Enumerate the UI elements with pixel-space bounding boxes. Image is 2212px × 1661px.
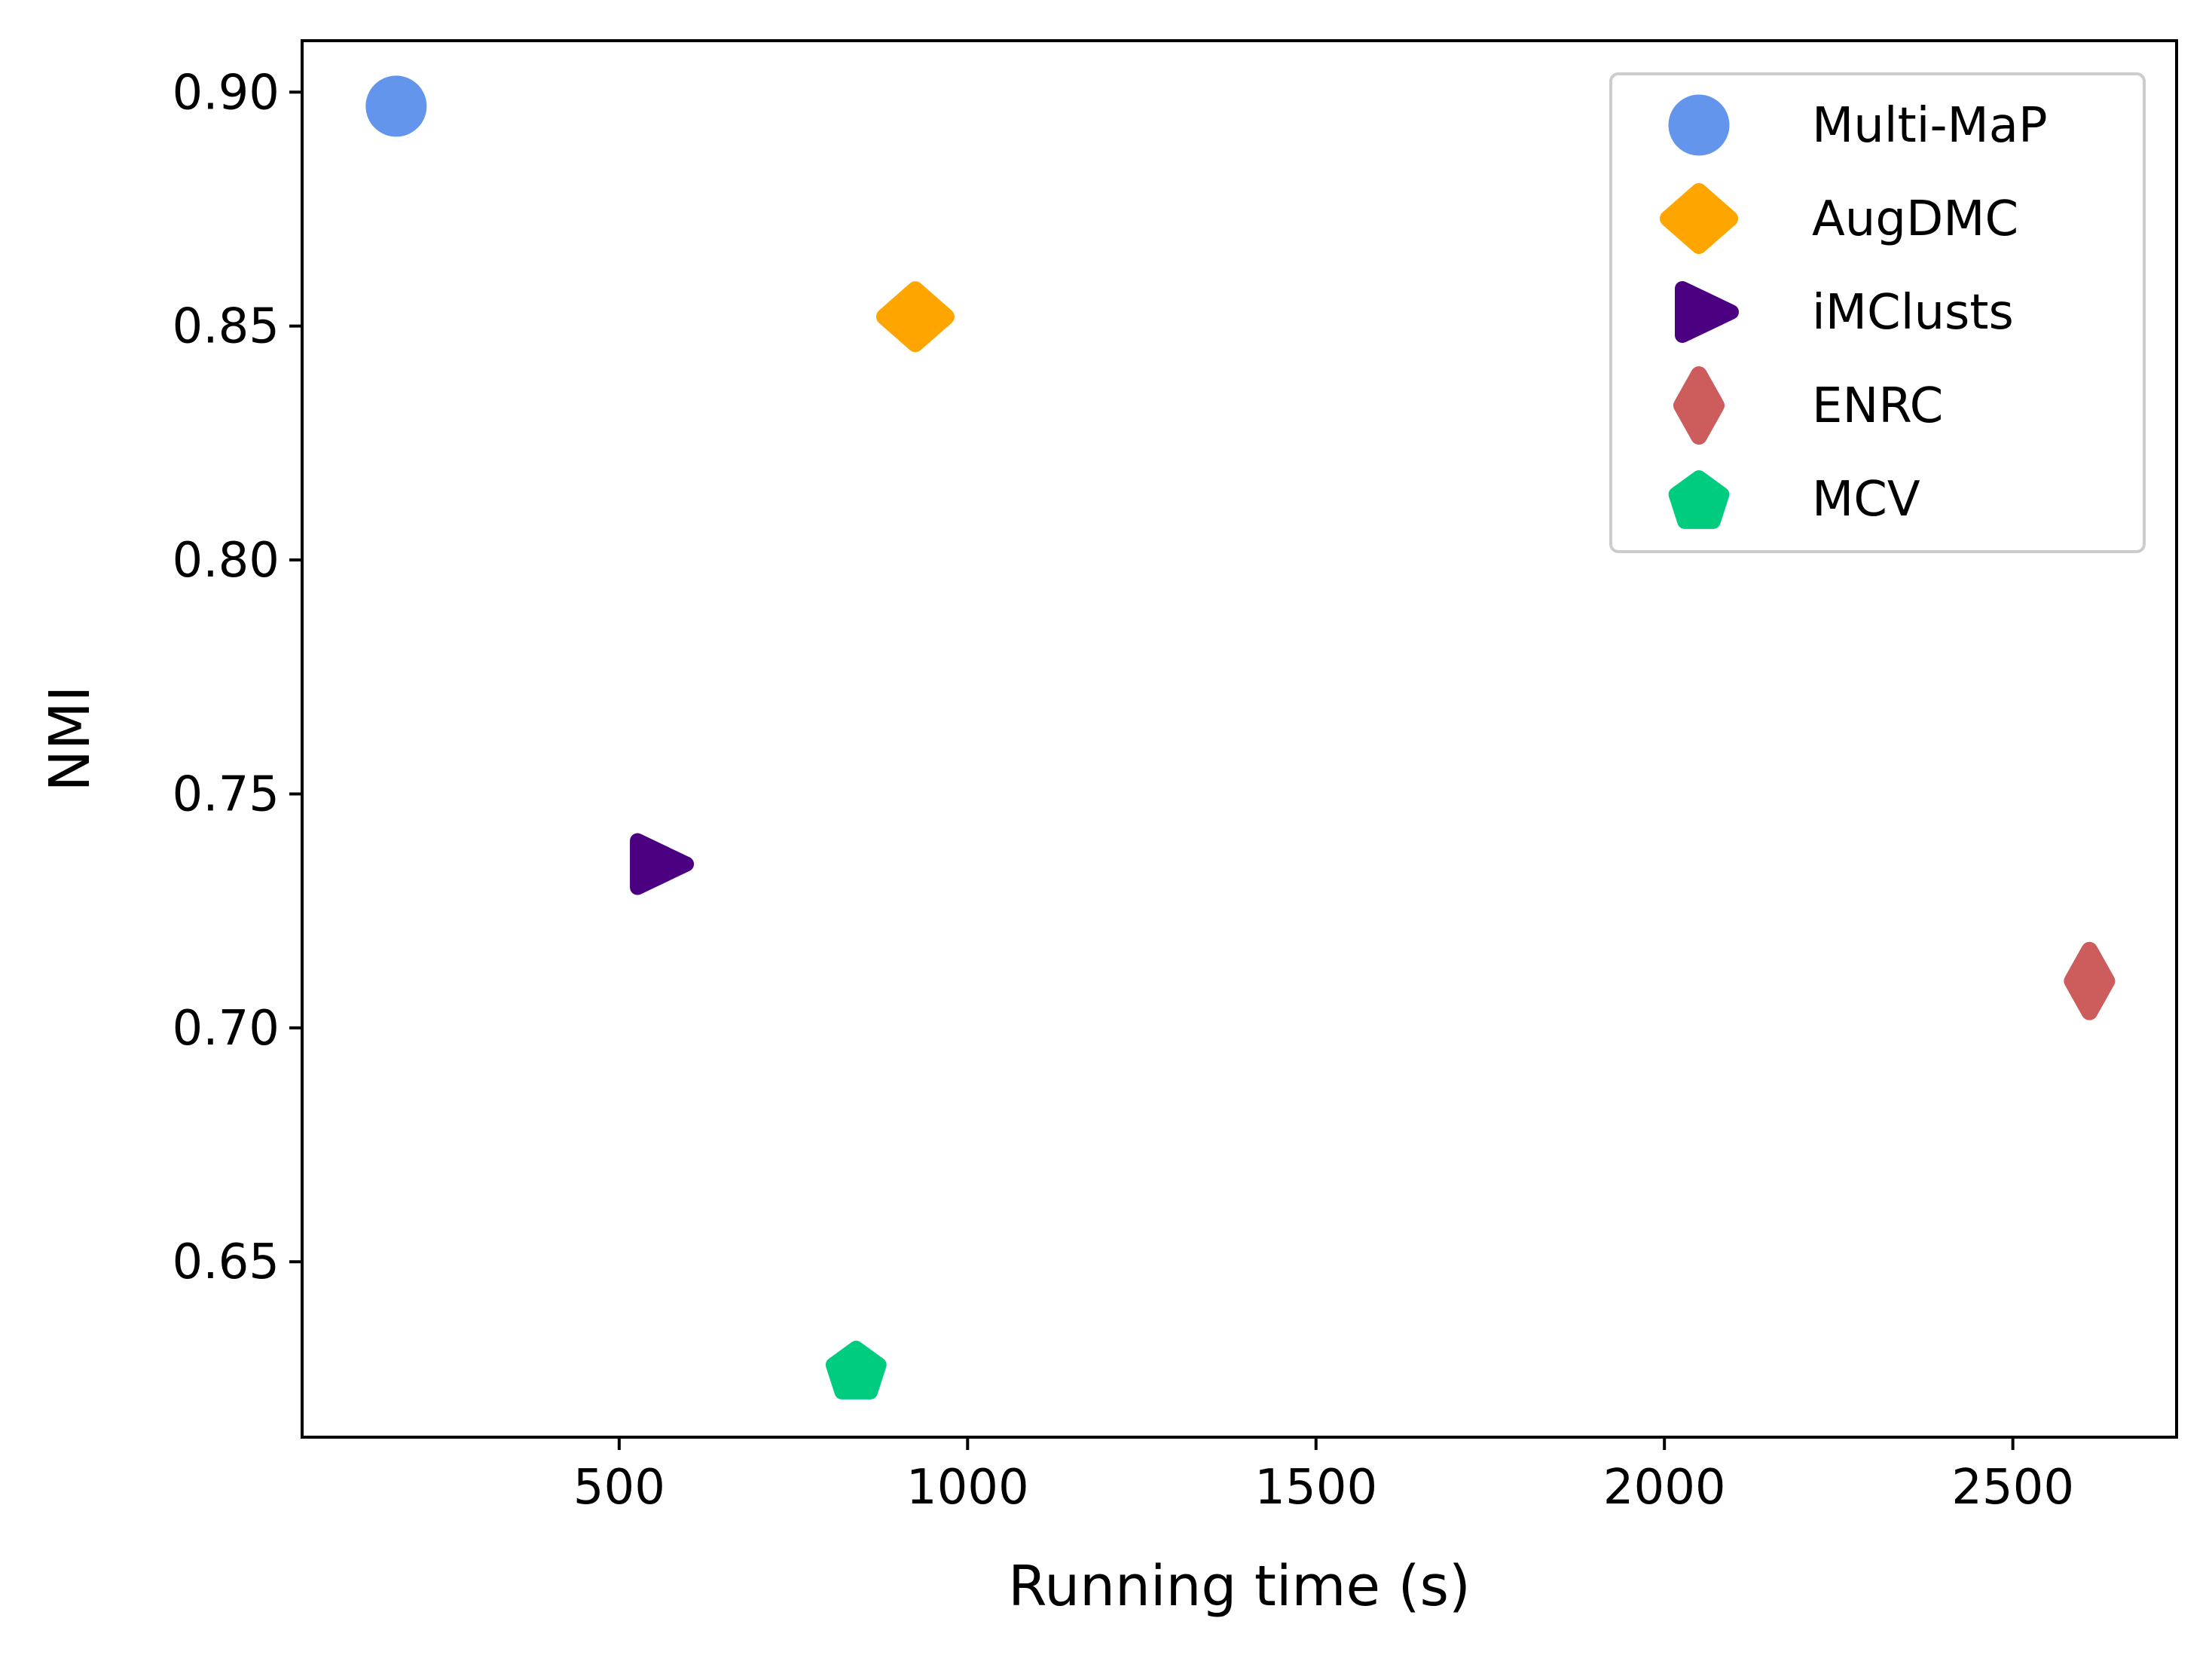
legend-label: Multi-MaP <box>1812 98 2048 154</box>
data-point <box>365 75 427 137</box>
x-tick-label: 2000 <box>1603 1460 1726 1516</box>
data-point <box>630 833 695 895</box>
legend-marker <box>1675 281 1739 343</box>
x-tick-label: 500 <box>573 1460 665 1516</box>
legend-label: iMClusts <box>1812 285 2014 341</box>
x-axis-title: Running time (s) <box>1008 1554 1471 1619</box>
data-points <box>365 75 2116 1399</box>
legend: Multi-MaP AugDMC iMClusts ENRC MCV <box>1609 72 2146 553</box>
y-tick-label: 0.70 <box>173 1001 280 1057</box>
x-tick-label: 1500 <box>1254 1460 1377 1516</box>
y-axis: 0.65 0.70 0.75 0.80 0.85 0.90 <box>173 65 302 1290</box>
data-point <box>875 281 955 353</box>
legend-frame <box>1609 72 2146 553</box>
y-tick-label: 0.80 <box>173 533 280 589</box>
legend-marker <box>1673 366 1725 445</box>
y-tick-label: 0.85 <box>173 299 280 355</box>
data-point <box>825 1341 887 1399</box>
data-point <box>2064 941 2116 1020</box>
legend-label: ENRC <box>1812 378 1943 434</box>
y-axis-title: NMI <box>38 685 102 791</box>
legend-marker <box>1668 94 1730 156</box>
x-tick-label: 2500 <box>1951 1460 2074 1516</box>
legend-marker <box>1668 470 1730 529</box>
y-tick-label: 0.90 <box>173 65 280 121</box>
y-tick-label: 0.65 <box>173 1234 280 1290</box>
y-tick-label: 0.75 <box>173 766 280 822</box>
x-axis: 500 1000 1500 2000 2500 <box>573 1437 2074 1516</box>
legend-label: AugDMC <box>1812 191 2018 247</box>
x-tick-label: 1000 <box>906 1460 1029 1516</box>
legend-label: MCV <box>1812 472 1920 528</box>
legend-marker <box>1660 183 1738 254</box>
